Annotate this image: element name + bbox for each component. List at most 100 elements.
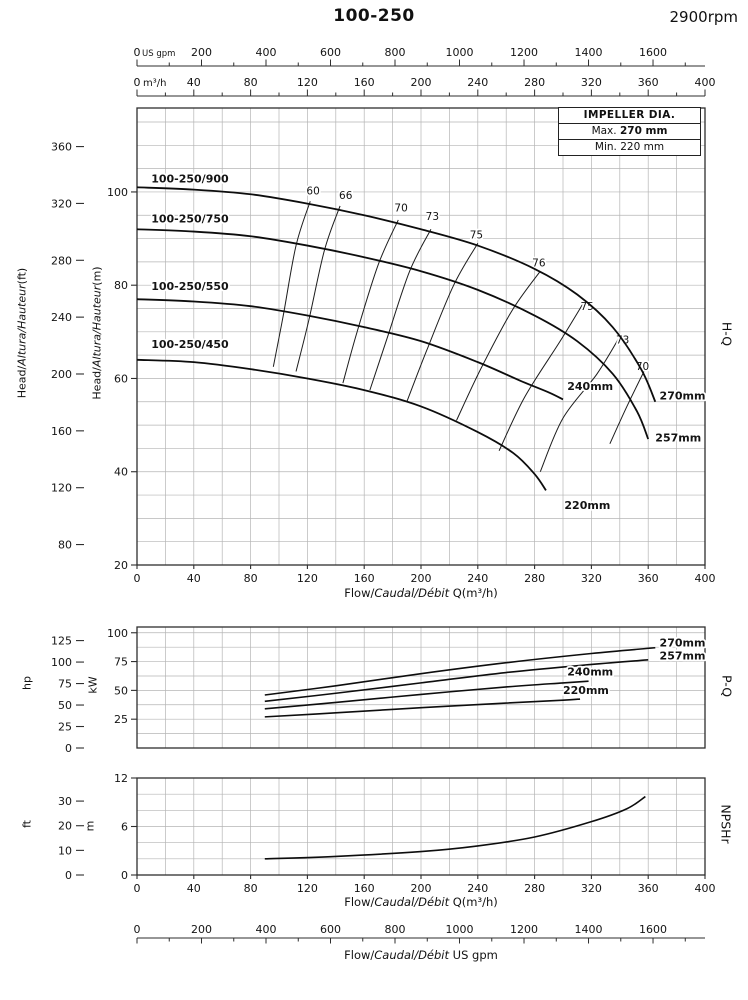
svg-text:80: 80 xyxy=(58,539,72,552)
svg-text:75: 75 xyxy=(58,678,72,691)
efficiency-contour-73-7 xyxy=(539,333,622,472)
svg-text:800: 800 xyxy=(385,923,406,936)
hq-yaxis-ft-label: Head/Altura/Hauteur(ft) xyxy=(15,267,29,399)
impeller-min-row: Min. 220 mm xyxy=(559,140,700,155)
svg-text:320: 320 xyxy=(581,572,602,585)
svg-text:100: 100 xyxy=(107,627,128,640)
svg-text:360: 360 xyxy=(638,76,659,89)
svg-text:360: 360 xyxy=(51,141,72,154)
hq-impeller-label-257mm: 257mm xyxy=(655,431,701,444)
speed-label: 2900rpm xyxy=(669,8,738,26)
pq-curve-270mm xyxy=(264,646,656,696)
svg-text:1200: 1200 xyxy=(510,923,538,936)
svg-text:400: 400 xyxy=(695,76,716,89)
efficiency-label-70-2: 70 xyxy=(394,203,407,215)
svg-text:10: 10 xyxy=(58,844,72,857)
hq-curve-label-100-250/750: 100-250/750 xyxy=(151,212,229,225)
svg-text:160: 160 xyxy=(354,572,375,585)
npshr-curve xyxy=(264,795,646,860)
pq-impeller-label-240mm: 240mm xyxy=(567,665,613,678)
svg-text:600: 600 xyxy=(320,46,341,59)
pq-yaxis-hp-label: hp xyxy=(20,676,34,690)
pq-yaxis-kw-label: kW xyxy=(86,676,100,694)
efficiency-label-60-0: 60 xyxy=(306,185,319,197)
svg-text:40: 40 xyxy=(187,882,201,895)
svg-text:160: 160 xyxy=(354,76,375,89)
svg-text:800: 800 xyxy=(385,46,406,59)
bottom-gpm-axis: 0 200 400 600 800 1000 1200 1400 1600 xyxy=(134,923,705,944)
pq-curve-240mm xyxy=(264,680,589,710)
hq-impeller-label-220mm: 220mm xyxy=(564,499,610,512)
efficiency-contour-70-2 xyxy=(342,219,399,384)
svg-text:125: 125 xyxy=(51,635,72,648)
svg-text:320: 320 xyxy=(581,882,602,895)
svg-text:1600: 1600 xyxy=(639,46,667,59)
svg-text:0: 0 xyxy=(65,742,72,755)
svg-text:360: 360 xyxy=(638,572,659,585)
svg-text:600: 600 xyxy=(320,923,341,936)
svg-text:20: 20 xyxy=(58,820,72,833)
hq-side-label: H-Q xyxy=(719,321,735,347)
efficiency-label-66-1: 66 xyxy=(339,190,353,202)
svg-text:40: 40 xyxy=(187,572,201,585)
svg-text:360: 360 xyxy=(638,882,659,895)
svg-text:120: 120 xyxy=(297,882,318,895)
impeller-max-row: Max. 270 mm xyxy=(559,124,700,140)
svg-text:240: 240 xyxy=(51,311,72,324)
hq-impeller-label-270mm: 270mm xyxy=(660,389,706,402)
npshr-yaxis-ft-label: ft xyxy=(20,820,34,828)
svg-text:0: 0 xyxy=(134,46,141,59)
svg-text:160: 160 xyxy=(51,425,72,438)
svg-text:30: 30 xyxy=(58,795,72,808)
page-title: 100-250 xyxy=(333,6,415,26)
svg-text:0: 0 xyxy=(134,76,141,89)
svg-text:160: 160 xyxy=(354,882,375,895)
pq-impeller-label-257mm: 257mm xyxy=(660,649,706,662)
svg-text:25: 25 xyxy=(114,713,128,726)
svg-text:400: 400 xyxy=(695,572,716,585)
svg-text:400: 400 xyxy=(256,923,277,936)
efficiency-label-75-4: 75 xyxy=(470,230,483,242)
efficiency-contour-66-1 xyxy=(295,205,341,372)
svg-text:US gpm: US gpm xyxy=(142,49,175,59)
hq-impeller-label-240mm: 240mm xyxy=(567,380,613,393)
hq-curve-100-250/750 xyxy=(136,228,650,440)
npshr-side-label: NPSHr xyxy=(718,804,734,844)
efficiency-contour-75-6 xyxy=(498,301,585,451)
efficiency-label-73-3: 73 xyxy=(426,211,439,223)
svg-text:100: 100 xyxy=(51,656,72,669)
svg-text:50: 50 xyxy=(114,684,128,697)
svg-text:240: 240 xyxy=(467,76,488,89)
svg-text:0: 0 xyxy=(134,923,141,936)
impeller-dia-box: IMPELLER DIA. Max. 270 mm Min. 220 mm xyxy=(558,107,701,156)
impeller-dia-title: IMPELLER DIA. xyxy=(559,108,700,124)
svg-text:0: 0 xyxy=(65,869,72,882)
hq-curve-label-100-250/550: 100-250/550 xyxy=(151,280,229,293)
svg-text:240: 240 xyxy=(467,572,488,585)
pq-impeller-label-220mm: 220mm xyxy=(563,684,609,697)
svg-text:20: 20 xyxy=(114,559,128,572)
svg-text:12: 12 xyxy=(114,772,128,785)
svg-text:60: 60 xyxy=(114,372,128,385)
svg-text:120: 120 xyxy=(51,482,72,495)
hq-xaxis-label: Flow/Caudal/Débit Q(m³/h) xyxy=(344,586,498,600)
pq-curve-220mm xyxy=(264,698,581,718)
hq-curve-label-100-250/450: 100-250/450 xyxy=(151,338,229,351)
svg-text:50: 50 xyxy=(58,699,72,712)
impeller-min-label: Min. xyxy=(594,141,617,153)
svg-text:100: 100 xyxy=(107,186,128,199)
efficiency-label-75-6: 75 xyxy=(580,301,593,313)
svg-text:280: 280 xyxy=(524,572,545,585)
svg-text:40: 40 xyxy=(114,466,128,479)
svg-text:6: 6 xyxy=(121,821,128,834)
svg-text:400: 400 xyxy=(695,882,716,895)
svg-text:0: 0 xyxy=(121,869,128,882)
svg-text:200: 200 xyxy=(51,368,72,381)
svg-text:75: 75 xyxy=(114,656,128,669)
pq-side-label: P-Q xyxy=(719,674,735,698)
svg-text:320: 320 xyxy=(51,197,72,210)
pq-curve-257mm xyxy=(264,659,649,703)
